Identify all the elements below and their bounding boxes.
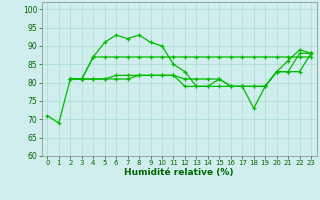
X-axis label: Humidité relative (%): Humidité relative (%) xyxy=(124,168,234,177)
